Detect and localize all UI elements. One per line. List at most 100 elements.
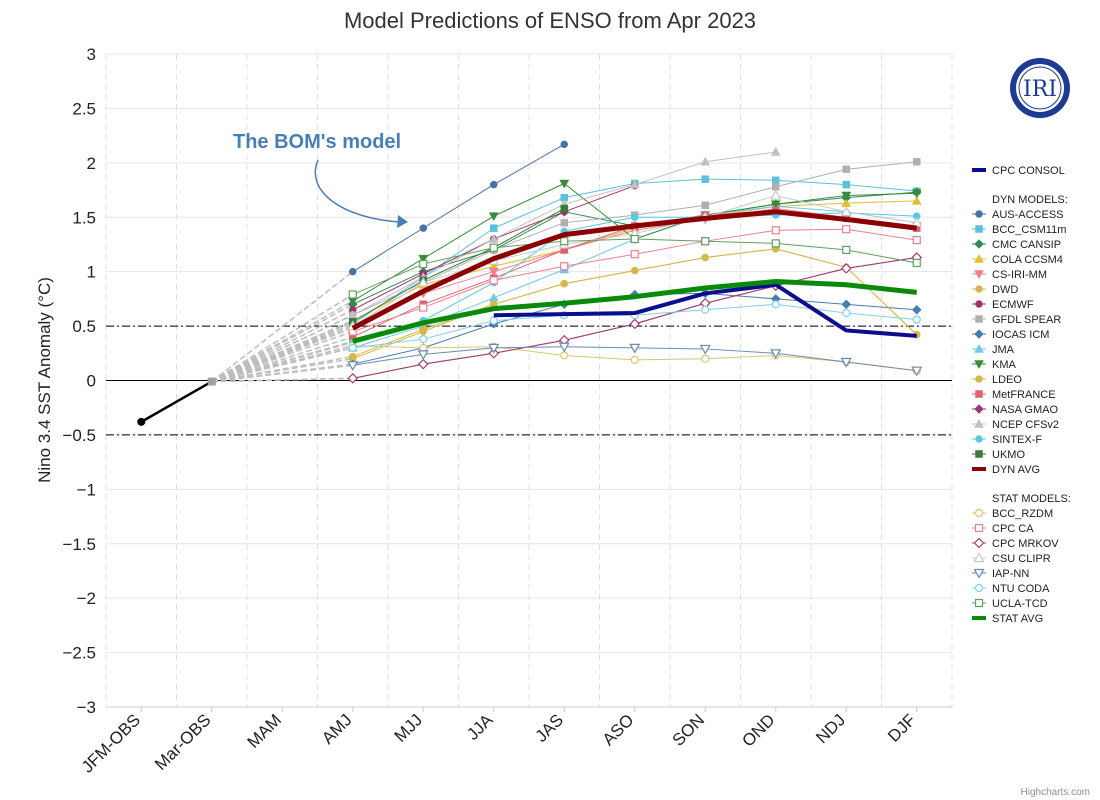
legend-label: STAT AVG [992,613,1043,625]
series-line [352,208,565,323]
data-point [975,375,983,383]
legend-label: CPC CA [992,523,1034,535]
data-point [488,234,499,243]
x-tick-label: Mar-OBS [151,710,215,774]
data-point [630,355,639,364]
legend-label: IAP-NN [992,568,1029,580]
data-point [558,342,570,353]
data-point [490,224,498,232]
data-point [771,239,780,248]
data-point [417,358,429,370]
y-tick-label: 2 [87,154,96,173]
legend-label: ECMWF [992,299,1034,311]
data-point [913,157,921,166]
legend-label: DYN AVG [992,464,1040,476]
x-tick-label: SON [669,710,708,749]
data-point [974,239,984,249]
x-tick-label: DJF [884,710,919,745]
data-point [975,285,983,293]
forecast-connector [211,355,353,383]
data-point [349,267,357,276]
iri-logo: IRI [1010,58,1070,118]
data-point [490,180,498,189]
legend-label: NTU CODA [992,583,1050,595]
legend-label: SINTEX-F [992,434,1042,446]
data-point [631,213,639,221]
data-point [560,351,569,360]
series-line [352,278,918,344]
y-tick-label: 1 [87,263,96,282]
data-point [974,270,984,280]
legend-label: IOCAS ICM [992,329,1049,341]
data-point [560,279,568,288]
data-point [912,258,921,268]
data-point [974,598,984,608]
x-tick-label: OND [738,710,778,750]
logo-text: IRI [1023,77,1057,102]
legend-label: CS-IRI-MM [992,269,1047,281]
data-point [560,204,568,213]
data-point [349,352,357,361]
y-tick-label: 0.5 [72,317,96,336]
data-point [974,404,984,414]
data-point [975,210,983,218]
data-point [771,300,780,309]
data-point [842,308,851,318]
data-point [840,263,852,274]
x-tick-label: ASO [599,710,638,749]
forecast-connector [211,321,354,383]
forecast-connector [211,340,353,383]
data-point [840,357,852,368]
y-tick-label: −1 [77,480,96,499]
data-point [629,179,640,189]
reference-lines [106,325,952,436]
data-point [973,568,985,579]
data-point [419,325,427,334]
series-line [352,248,918,358]
y-tick-label: −2 [77,589,96,608]
y-tick-label: −2.5 [62,644,96,663]
data-point [630,250,639,259]
data-point [772,183,780,191]
data-point [974,418,984,428]
data-point [974,583,984,593]
data-point [912,315,921,324]
forecast-connector [211,347,353,383]
legend-label: GFDL SPEAR [992,314,1061,326]
data-point [701,175,709,183]
data-point [975,300,983,308]
data-point [701,354,710,363]
forecast-connector [211,293,354,383]
x-tick-label: AMJ [318,710,355,747]
forecast-connector [211,303,354,383]
data-point [560,218,568,227]
data-point [559,179,570,189]
data-point [560,237,569,246]
bom-annotation: The BOM's model [233,131,408,228]
forecast-connector [211,271,354,383]
data-point [975,435,983,443]
forecast-connector [211,325,354,383]
logo-inner-disc [1016,64,1064,112]
legend-label: CPC CONSOL [992,165,1065,177]
chart-title: Model Predictions of ENSO from Apr 2023 [344,8,756,33]
data-point [842,225,851,234]
x-tick-label: JAS [532,710,567,745]
data-point [419,259,428,269]
legend-label: CPC MRKOV [992,538,1059,550]
legend-label: UKMO [992,449,1025,461]
data-point [489,243,498,252]
forecast-connector [211,364,353,383]
data-point [417,276,429,287]
legend-label: AUS-ACCESS [992,209,1064,221]
data-point [911,304,922,315]
x-tick-label: NDJ [812,710,849,747]
forecast-connector [211,314,354,383]
data-point [842,180,850,189]
data-point [489,276,498,285]
data-point [629,343,641,354]
legend-label: LDEO [992,374,1022,386]
x-tick-label: JFM-OBS [78,710,144,776]
x-tick-label: MJJ [391,710,426,745]
credits-text: Highcharts.com [1021,787,1090,798]
